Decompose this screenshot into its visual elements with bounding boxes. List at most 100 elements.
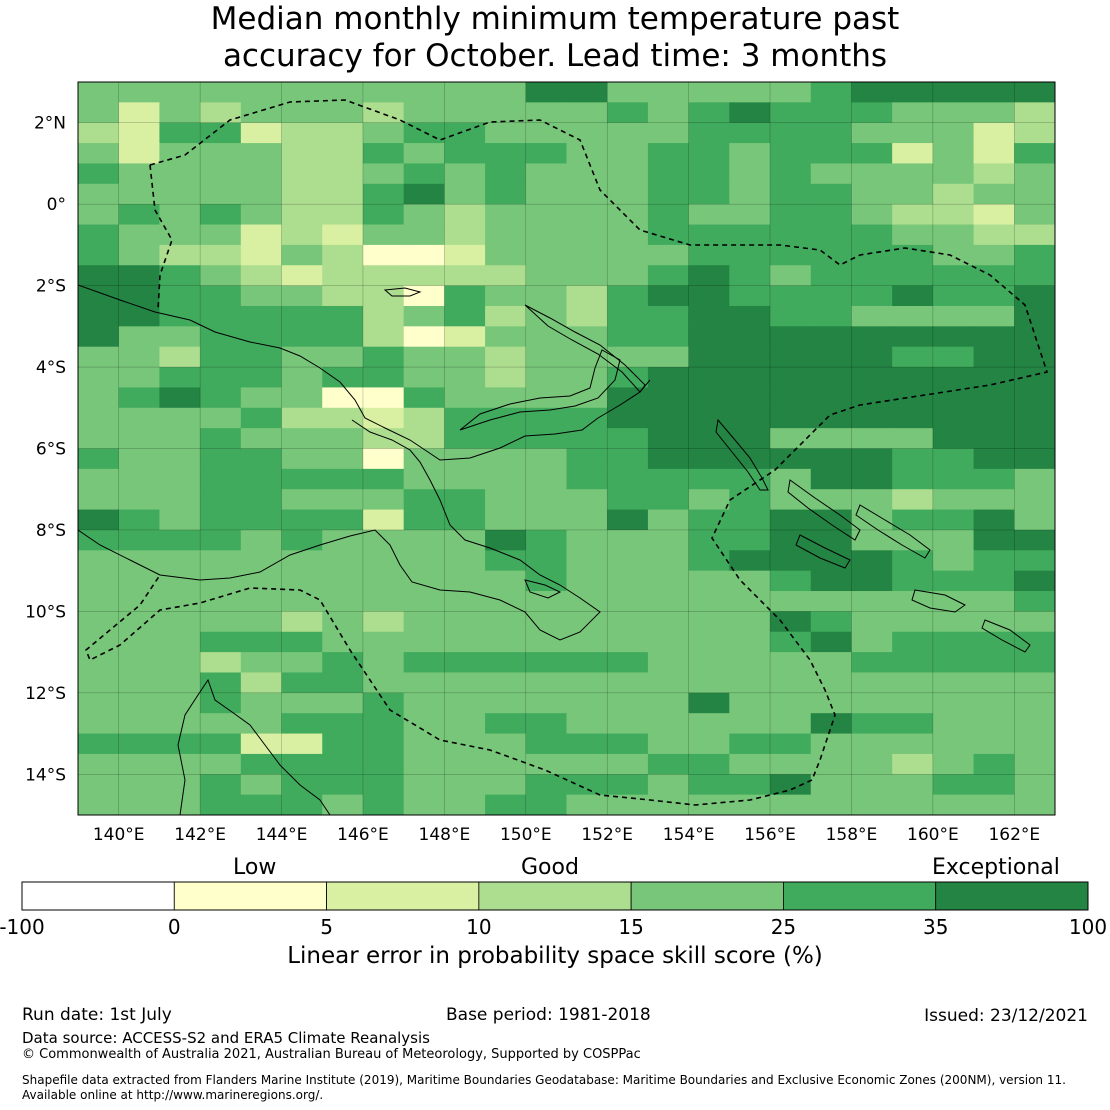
skill-grid-cell bbox=[729, 326, 771, 348]
skill-grid-cell bbox=[688, 102, 730, 124]
png-eez-west bbox=[149, 164, 173, 311]
skill-grid-cell bbox=[118, 631, 161, 653]
skill-grid-cell bbox=[973, 591, 1015, 612]
skill-grid-cell bbox=[322, 143, 364, 165]
skill-grid-cell bbox=[322, 489, 364, 511]
skill-grid-cell bbox=[688, 753, 730, 775]
skill-grid-cell bbox=[78, 387, 120, 409]
skill-grid-cell bbox=[770, 224, 812, 246]
skill-grid-cell bbox=[200, 529, 242, 551]
skill-grid-cell bbox=[118, 346, 161, 368]
skill-grid-cell bbox=[403, 448, 445, 470]
skill-grid-cell bbox=[118, 143, 161, 165]
skill-grid-cell bbox=[851, 529, 893, 551]
skill-grid-cell bbox=[1014, 285, 1055, 307]
colorbar-segment bbox=[783, 881, 937, 911]
vanuatu-north bbox=[981, 619, 1031, 653]
skill-grid-cell bbox=[78, 672, 120, 694]
skill-grid-cell bbox=[810, 143, 853, 165]
skill-grid-cell bbox=[729, 794, 771, 815]
skill-grid-cell bbox=[281, 285, 323, 307]
skill-grid-cell bbox=[973, 570, 1015, 592]
skill-grid-cell bbox=[485, 794, 527, 815]
skill-grid-cell bbox=[281, 204, 323, 226]
skill-grid-cell bbox=[240, 285, 283, 307]
skill-grid-cell bbox=[362, 346, 405, 368]
skill-grid-cell bbox=[647, 611, 690, 633]
skill-grid-cell bbox=[892, 550, 934, 572]
skill-grid-cell bbox=[403, 591, 445, 612]
skill-grid-cell bbox=[932, 529, 975, 551]
skill-grid-cell bbox=[973, 428, 1015, 450]
skill-grid-cell bbox=[159, 163, 201, 185]
skill-grid-cell bbox=[200, 326, 242, 348]
skill-grid-cell bbox=[729, 652, 771, 674]
skill-grid-cell bbox=[240, 265, 283, 287]
skill-grid-cell bbox=[118, 183, 161, 205]
skill-grid-cell bbox=[566, 672, 608, 694]
skill-grid-cell bbox=[973, 631, 1015, 653]
skill-grid-cell bbox=[1014, 631, 1055, 653]
skill-grid-cell bbox=[485, 733, 527, 755]
skill-grid-cell bbox=[485, 326, 527, 348]
skill-grid-cell bbox=[607, 753, 649, 775]
skill-grid-cell bbox=[810, 591, 853, 612]
skill-grid-cell bbox=[403, 489, 445, 511]
skill-grid-cell bbox=[607, 570, 649, 592]
skill-grid-cell bbox=[240, 428, 283, 450]
skill-grid-cell bbox=[200, 489, 242, 511]
skill-grid-cell bbox=[973, 529, 1015, 551]
skill-grid-cell bbox=[688, 489, 730, 511]
skill-grid-cell bbox=[240, 407, 283, 429]
skill-grid-cell bbox=[607, 346, 649, 368]
skill-grid-cell bbox=[281, 794, 323, 815]
skill-grid-cell bbox=[240, 346, 283, 368]
skill-grid-cell bbox=[1014, 407, 1055, 429]
skill-grid-cell bbox=[403, 183, 445, 205]
chart-title-line-1: Median monthly minimum temperature past bbox=[210, 1, 900, 37]
skill-grid-cell bbox=[159, 143, 201, 165]
skill-grid-cell bbox=[973, 794, 1015, 815]
skill-grid-cell bbox=[647, 367, 690, 389]
skill-grid-cell bbox=[525, 509, 568, 531]
skill-grid-cell bbox=[240, 713, 283, 735]
skill-grid-cell bbox=[322, 244, 364, 266]
skill-grid-cell bbox=[851, 652, 893, 674]
skill-grid-cell bbox=[485, 753, 527, 775]
skill-grid-cell bbox=[566, 428, 608, 450]
skill-grid-cell bbox=[973, 489, 1015, 511]
skill-grid-cell bbox=[810, 224, 853, 246]
skill-grid-cell bbox=[729, 753, 771, 775]
skill-grid-cell bbox=[566, 774, 608, 796]
skill-grid-cell bbox=[281, 122, 323, 144]
solomon-islands-b bbox=[855, 504, 931, 559]
skill-grid-cell bbox=[444, 489, 486, 511]
skill-grid-cell bbox=[159, 652, 201, 674]
skill-grid-cell bbox=[688, 204, 730, 226]
skill-grid-cell bbox=[810, 428, 853, 450]
skill-grid-cell bbox=[607, 774, 649, 796]
skill-grid-cell bbox=[485, 265, 527, 287]
skill-grid-cell bbox=[892, 204, 934, 226]
skill-grid-cell bbox=[78, 652, 120, 674]
skill-grid-cell bbox=[892, 489, 934, 511]
skill-grid-cell bbox=[322, 550, 364, 572]
skill-grid-cell bbox=[932, 326, 975, 348]
solomon-islands-c bbox=[795, 534, 851, 569]
skill-grid-cell bbox=[932, 794, 975, 815]
skill-grid-cell bbox=[892, 367, 934, 389]
skill-grid-cell bbox=[810, 794, 853, 815]
skill-grid-cell bbox=[200, 631, 242, 653]
skill-grid-cell bbox=[973, 265, 1015, 287]
d-entrecasteaux-islands bbox=[524, 579, 562, 599]
skill-grid-cell bbox=[525, 122, 568, 144]
skill-grid-cell bbox=[118, 204, 161, 226]
skill-grid-cell bbox=[525, 733, 568, 755]
skill-grid-cell bbox=[810, 285, 853, 307]
skill-grid-cell bbox=[159, 672, 201, 694]
legend-category-low: Low bbox=[233, 855, 277, 880]
skill-grid-cell bbox=[1014, 550, 1055, 572]
skill-grid-cell bbox=[729, 489, 771, 511]
skill-grid-cell bbox=[118, 570, 161, 592]
skill-grid-cell bbox=[525, 529, 568, 551]
